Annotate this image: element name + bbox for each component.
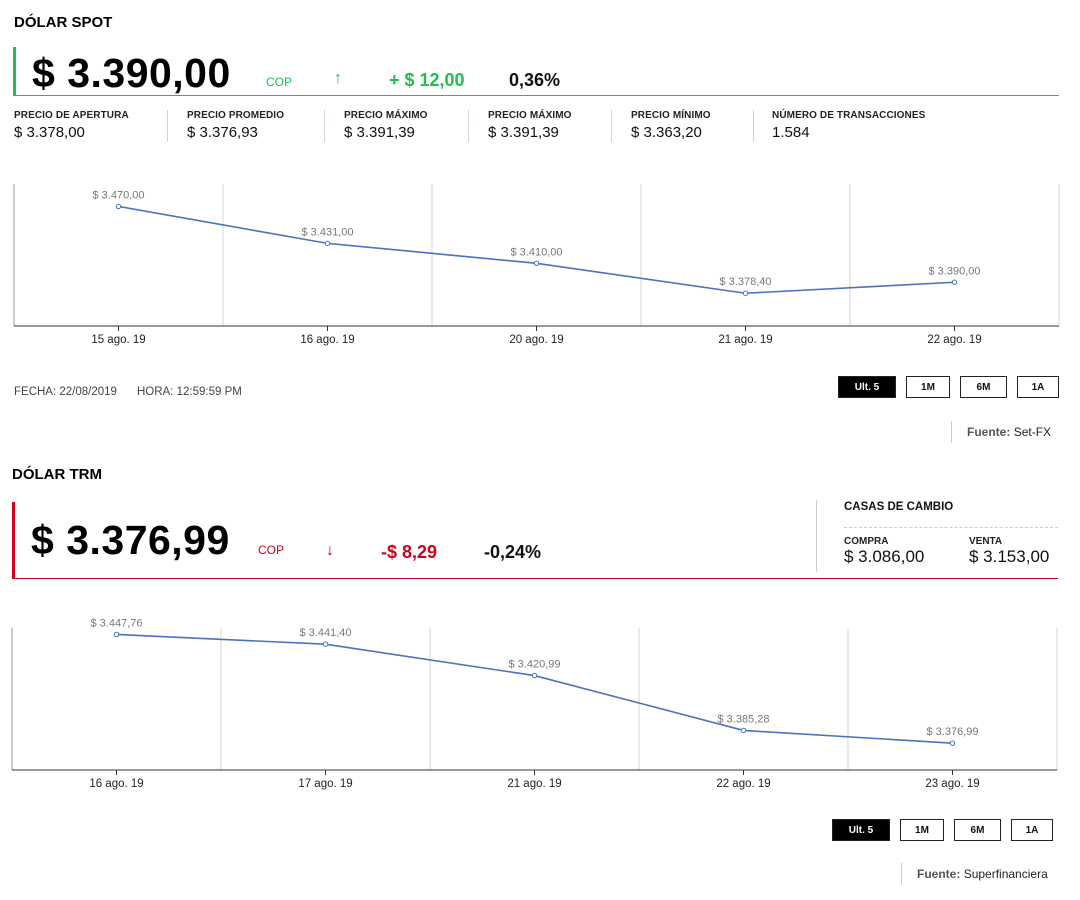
data-point [951, 279, 958, 285]
stat-divider [468, 110, 469, 142]
trm-accent-bar [12, 502, 15, 579]
spot-range-1a-button[interactable]: 1A [1017, 376, 1059, 398]
x-tick-label: 17 ago. 19 [298, 778, 352, 790]
stat-value: $ 3.391,39 [488, 124, 559, 141]
stat-promedio: PRECIO PROMEDIO $ 3.376,93 [187, 110, 284, 141]
x-tick-label: 20 ago. 19 [509, 334, 563, 346]
source-divider [951, 421, 952, 443]
stat-divider [324, 110, 325, 142]
casas-title: CASAS DE CAMBIO [844, 501, 954, 513]
stat-value: 1.584 [772, 124, 810, 141]
casas-compra-label: COMPRA [844, 536, 889, 547]
trm-source: Fuente: Superfinanciera [917, 867, 1048, 881]
trm-underline [12, 578, 1058, 579]
trm-change: -$ 8,29 [381, 542, 438, 562]
stat-maximo: PRECIO MÁXIMO $ 3.391,39 [344, 110, 428, 141]
stat-divider [167, 110, 168, 142]
spot-fecha: FECHA: 22/08/2019 [14, 386, 117, 398]
spot-currency: COP [266, 75, 293, 89]
data-label: $ 3.447,76 [91, 617, 143, 629]
trm-price: $ 3.376,99 [31, 517, 230, 563]
stat-label: PRECIO DE APERTURA [14, 110, 129, 121]
stat-label: PRECIO PROMEDIO [187, 110, 285, 121]
stat-value: $ 3.391,39 [344, 124, 415, 141]
x-tick-label: 16 ago. 19 [300, 334, 354, 346]
data-point [742, 290, 749, 296]
data-point [115, 203, 122, 210]
spot-range-6m-button[interactable]: 6M [960, 376, 1007, 398]
arrow-down-icon: ↓ [326, 542, 334, 559]
x-tick-label: 21 ago. 19 [718, 334, 772, 346]
stat-minimo: PRECIO MÍNIMO $ 3.363,20 [631, 110, 711, 141]
data-label: $ 3.385,28 [718, 713, 770, 725]
x-tick-label: 23 ago. 19 [925, 778, 979, 790]
stat-divider [753, 110, 754, 142]
stat-transacciones: NÚMERO DE TRANSACCIONES 1.584 [772, 110, 925, 141]
x-tick-label: 15 ago. 19 [91, 334, 145, 346]
data-label: $ 3.410,00 [511, 246, 563, 258]
trm-range-1a-button[interactable]: 1A [1011, 819, 1053, 841]
spot-source: Fuente: Set-FX [967, 425, 1051, 439]
trm-range-ult5-button[interactable]: Ult. 5 [832, 819, 890, 841]
data-point [322, 641, 329, 647]
data-point [113, 631, 120, 638]
data-label: $ 3.441,40 [300, 627, 352, 639]
spot-price: $ 3.390,00 [32, 50, 231, 96]
casas-venta-label: VENTA [969, 536, 1003, 547]
x-tick-label: 22 ago. 19 [927, 334, 981, 346]
spot-percent: 0,36% [509, 70, 561, 90]
data-point [531, 672, 538, 679]
trm-range-6m-button[interactable]: 6M [954, 819, 1001, 841]
spot-hora: HORA: 12:59:59 PM [137, 386, 242, 398]
data-point [740, 727, 747, 734]
stat-value: $ 3.376,93 [187, 124, 258, 141]
data-label: $ 3.470,00 [93, 189, 145, 201]
data-label: $ 3.420,99 [509, 659, 561, 671]
stat-apertura: PRECIO DE APERTURA $ 3.378,00 [14, 110, 129, 141]
stat-divider [611, 110, 612, 142]
stat-value: $ 3.378,00 [14, 124, 85, 141]
casas-venta: VENTA $ 3.153,00 [969, 536, 1049, 567]
stat-label: PRECIO MÁXIMO [344, 110, 428, 121]
data-label: $ 3.378,40 [720, 276, 772, 288]
source-value: Superfinanciera [963, 867, 1048, 881]
source-label: Fuente: [967, 425, 1011, 439]
stat-label: NÚMERO DE TRANSACCIONES [772, 110, 926, 121]
stat-maximo-2: PRECIO MÁXIMO $ 3.391,39 [488, 110, 572, 141]
data-label: $ 3.431,00 [302, 226, 354, 238]
arrow-up-icon: ↑ [334, 70, 342, 87]
stat-label: PRECIO MÁXIMO [488, 110, 572, 121]
casas-divider [816, 500, 817, 572]
source-label: Fuente: [917, 867, 961, 881]
trm-currency: COP [258, 543, 285, 557]
spot-title: DÓLAR SPOT [14, 14, 113, 31]
casas-venta-value: $ 3.153,00 [969, 547, 1050, 566]
spot-range-1m-button[interactable]: 1M [906, 376, 950, 398]
trm-percent: -0,24% [484, 542, 542, 562]
trm-line-chart: $ 3.447,76 16 ago. 19 $ 3.441,40 17 ago. 19… [11, 617, 1058, 790]
spot-underline [13, 95, 1059, 96]
data-point [533, 260, 540, 266]
casas-compra-value: $ 3.086,00 [844, 547, 925, 566]
source-value: Set-FX [1013, 425, 1052, 439]
data-point [949, 740, 956, 746]
stat-value: $ 3.363,20 [631, 124, 702, 141]
spot-line-chart: $ 3.470,00 15 ago. 19 $ 3.431,00 16 ago. 19… [13, 184, 1060, 346]
data-label: $ 3.376,99 [927, 726, 979, 738]
spot-range-ult5-button[interactable]: Ult. 5 [838, 376, 896, 398]
stat-label: PRECIO MÍNIMO [631, 110, 711, 121]
spot-accent-bar [13, 47, 16, 96]
casas-compra: COMPRA $ 3.086,00 [844, 536, 924, 567]
source-divider [901, 863, 902, 885]
spot-change: + $ 12,00 [389, 70, 465, 90]
x-tick-label: 22 ago. 19 [716, 778, 770, 790]
x-tick-label: 21 ago. 19 [507, 778, 561, 790]
data-label: $ 3.390,00 [929, 265, 981, 277]
trm-title: DÓLAR TRM [12, 466, 102, 483]
series-line [116, 633, 953, 744]
casas-dashed-divider [844, 527, 1058, 528]
x-tick-label: 16 ago. 19 [89, 778, 143, 790]
trm-range-1m-button[interactable]: 1M [900, 819, 944, 841]
data-point [324, 240, 331, 247]
